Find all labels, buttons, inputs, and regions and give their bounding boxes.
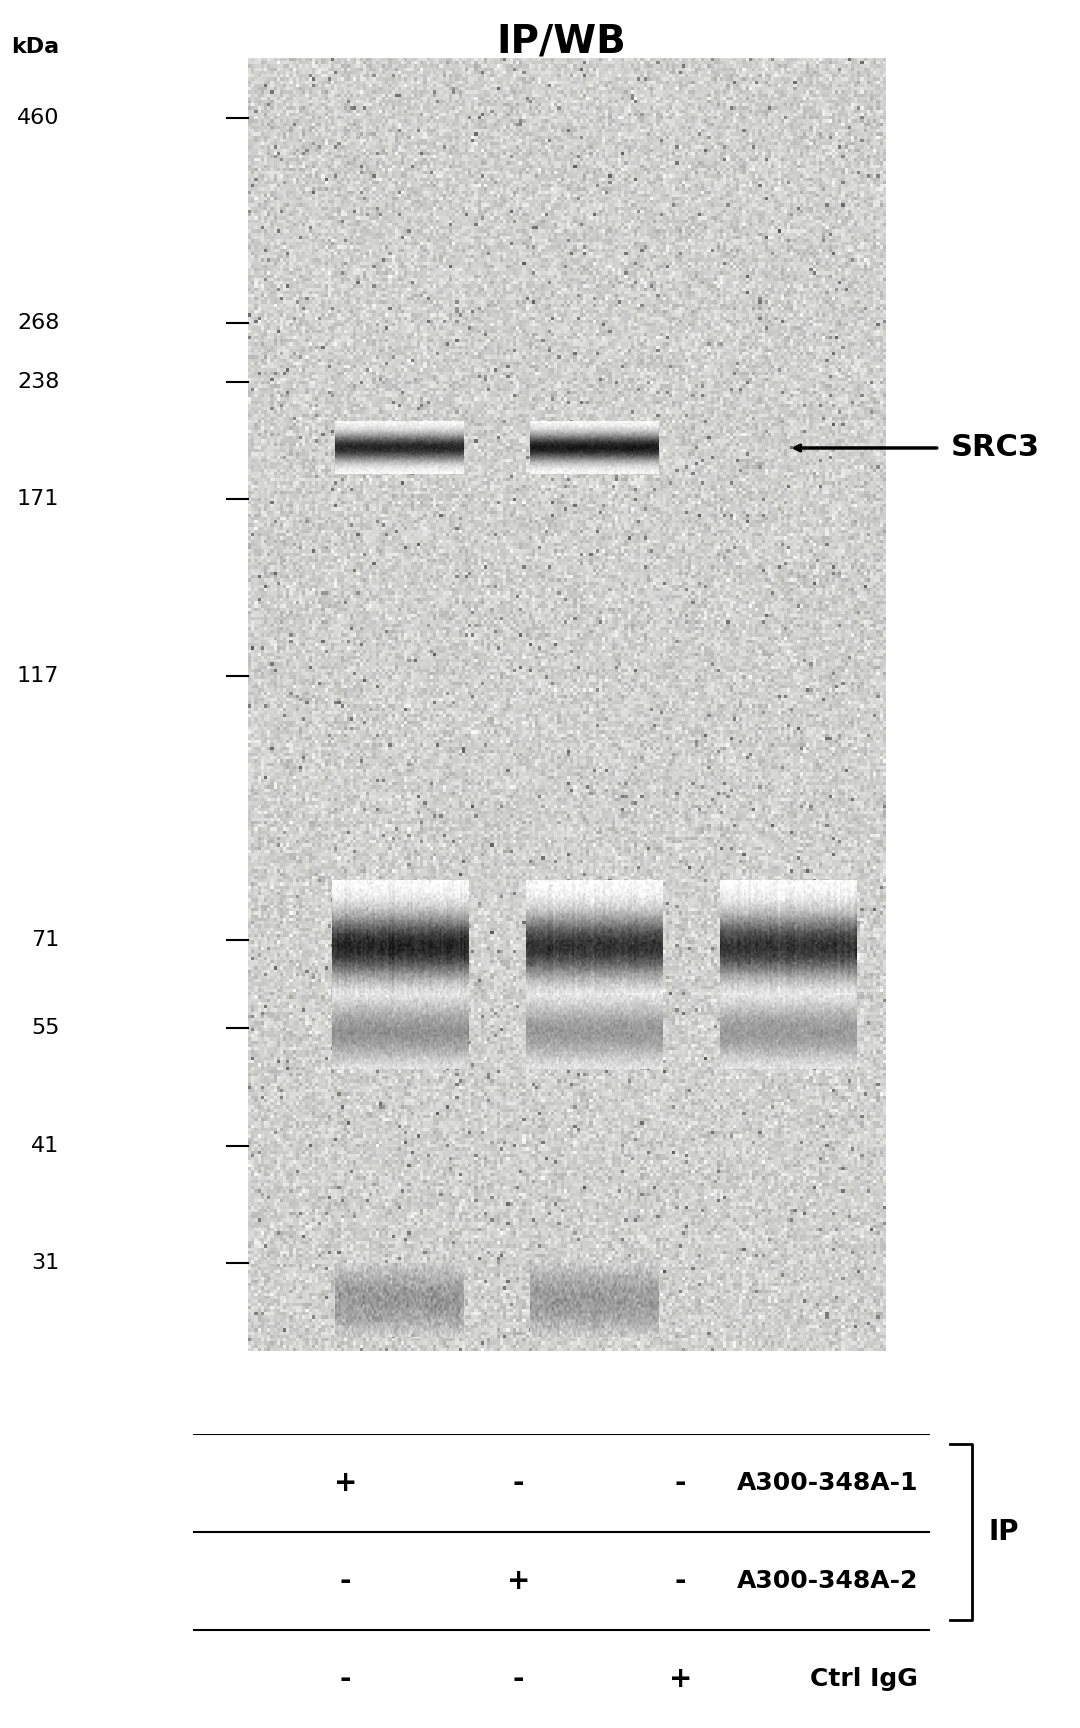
Text: Ctrl IgG: Ctrl IgG <box>810 1668 918 1692</box>
Text: +: + <box>334 1469 357 1496</box>
Text: 117: 117 <box>17 665 59 686</box>
Text: 41: 41 <box>31 1135 59 1156</box>
Text: 171: 171 <box>17 489 59 510</box>
Text: IP/WB: IP/WB <box>497 22 626 60</box>
Text: -: - <box>675 1567 686 1595</box>
Text: 55: 55 <box>31 1018 59 1039</box>
Text: 460: 460 <box>17 107 59 128</box>
Text: A300-348A-2: A300-348A-2 <box>737 1569 918 1593</box>
Text: -: - <box>675 1469 686 1496</box>
Text: 268: 268 <box>17 313 59 334</box>
Text: kDa: kDa <box>11 36 59 57</box>
Text: 238: 238 <box>17 372 59 392</box>
Text: -: - <box>513 1469 524 1496</box>
Text: -: - <box>340 1567 351 1595</box>
Bar <box>248 59 886 1351</box>
Text: -: - <box>513 1666 524 1693</box>
Text: +: + <box>669 1666 692 1693</box>
Text: 71: 71 <box>31 930 59 950</box>
Text: 31: 31 <box>31 1253 59 1274</box>
Text: SRC3: SRC3 <box>950 434 1039 463</box>
Text: A300-348A-1: A300-348A-1 <box>737 1471 918 1495</box>
Text: IP: IP <box>988 1519 1018 1547</box>
Text: +: + <box>507 1567 530 1595</box>
Text: -: - <box>340 1666 351 1693</box>
